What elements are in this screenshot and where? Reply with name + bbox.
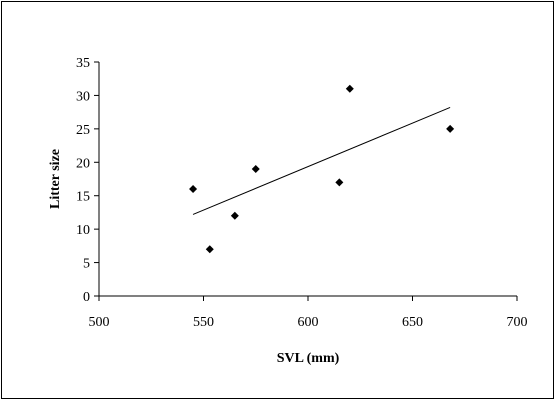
points-group: [189, 84, 455, 254]
x-tick-label: 700: [507, 315, 528, 330]
data-point: [189, 185, 198, 194]
data-point: [251, 164, 260, 173]
data-point: [335, 178, 344, 187]
x-tick-label: 650: [402, 315, 423, 330]
trendline: [192, 107, 451, 215]
y-axis-title: Litter size: [48, 149, 63, 209]
data-point: [345, 84, 354, 93]
y-tick-label: 30: [76, 89, 90, 104]
y-tick-label: 25: [76, 123, 90, 138]
y-tick-label: 15: [76, 190, 90, 205]
x-tick-label: 500: [89, 315, 110, 330]
x-tick-label: 600: [298, 315, 319, 330]
x-axis-title: SVL (mm): [277, 351, 340, 366]
axes-group: [98, 62, 517, 297]
data-point: [205, 245, 214, 254]
x-tick-label: 550: [193, 315, 214, 330]
data-point: [230, 211, 239, 220]
data-point: [446, 124, 455, 133]
tick-group: 0 5 10 15 20 25 30 35 500 550 600 650 700: [76, 56, 528, 330]
y-tick-label: 5: [83, 257, 90, 272]
y-tick-label: 10: [76, 223, 90, 238]
trendline-group: [192, 107, 451, 215]
y-tick-label: 20: [76, 156, 90, 171]
y-tick-label: 0: [83, 290, 90, 305]
y-tick-label: 35: [76, 56, 90, 71]
